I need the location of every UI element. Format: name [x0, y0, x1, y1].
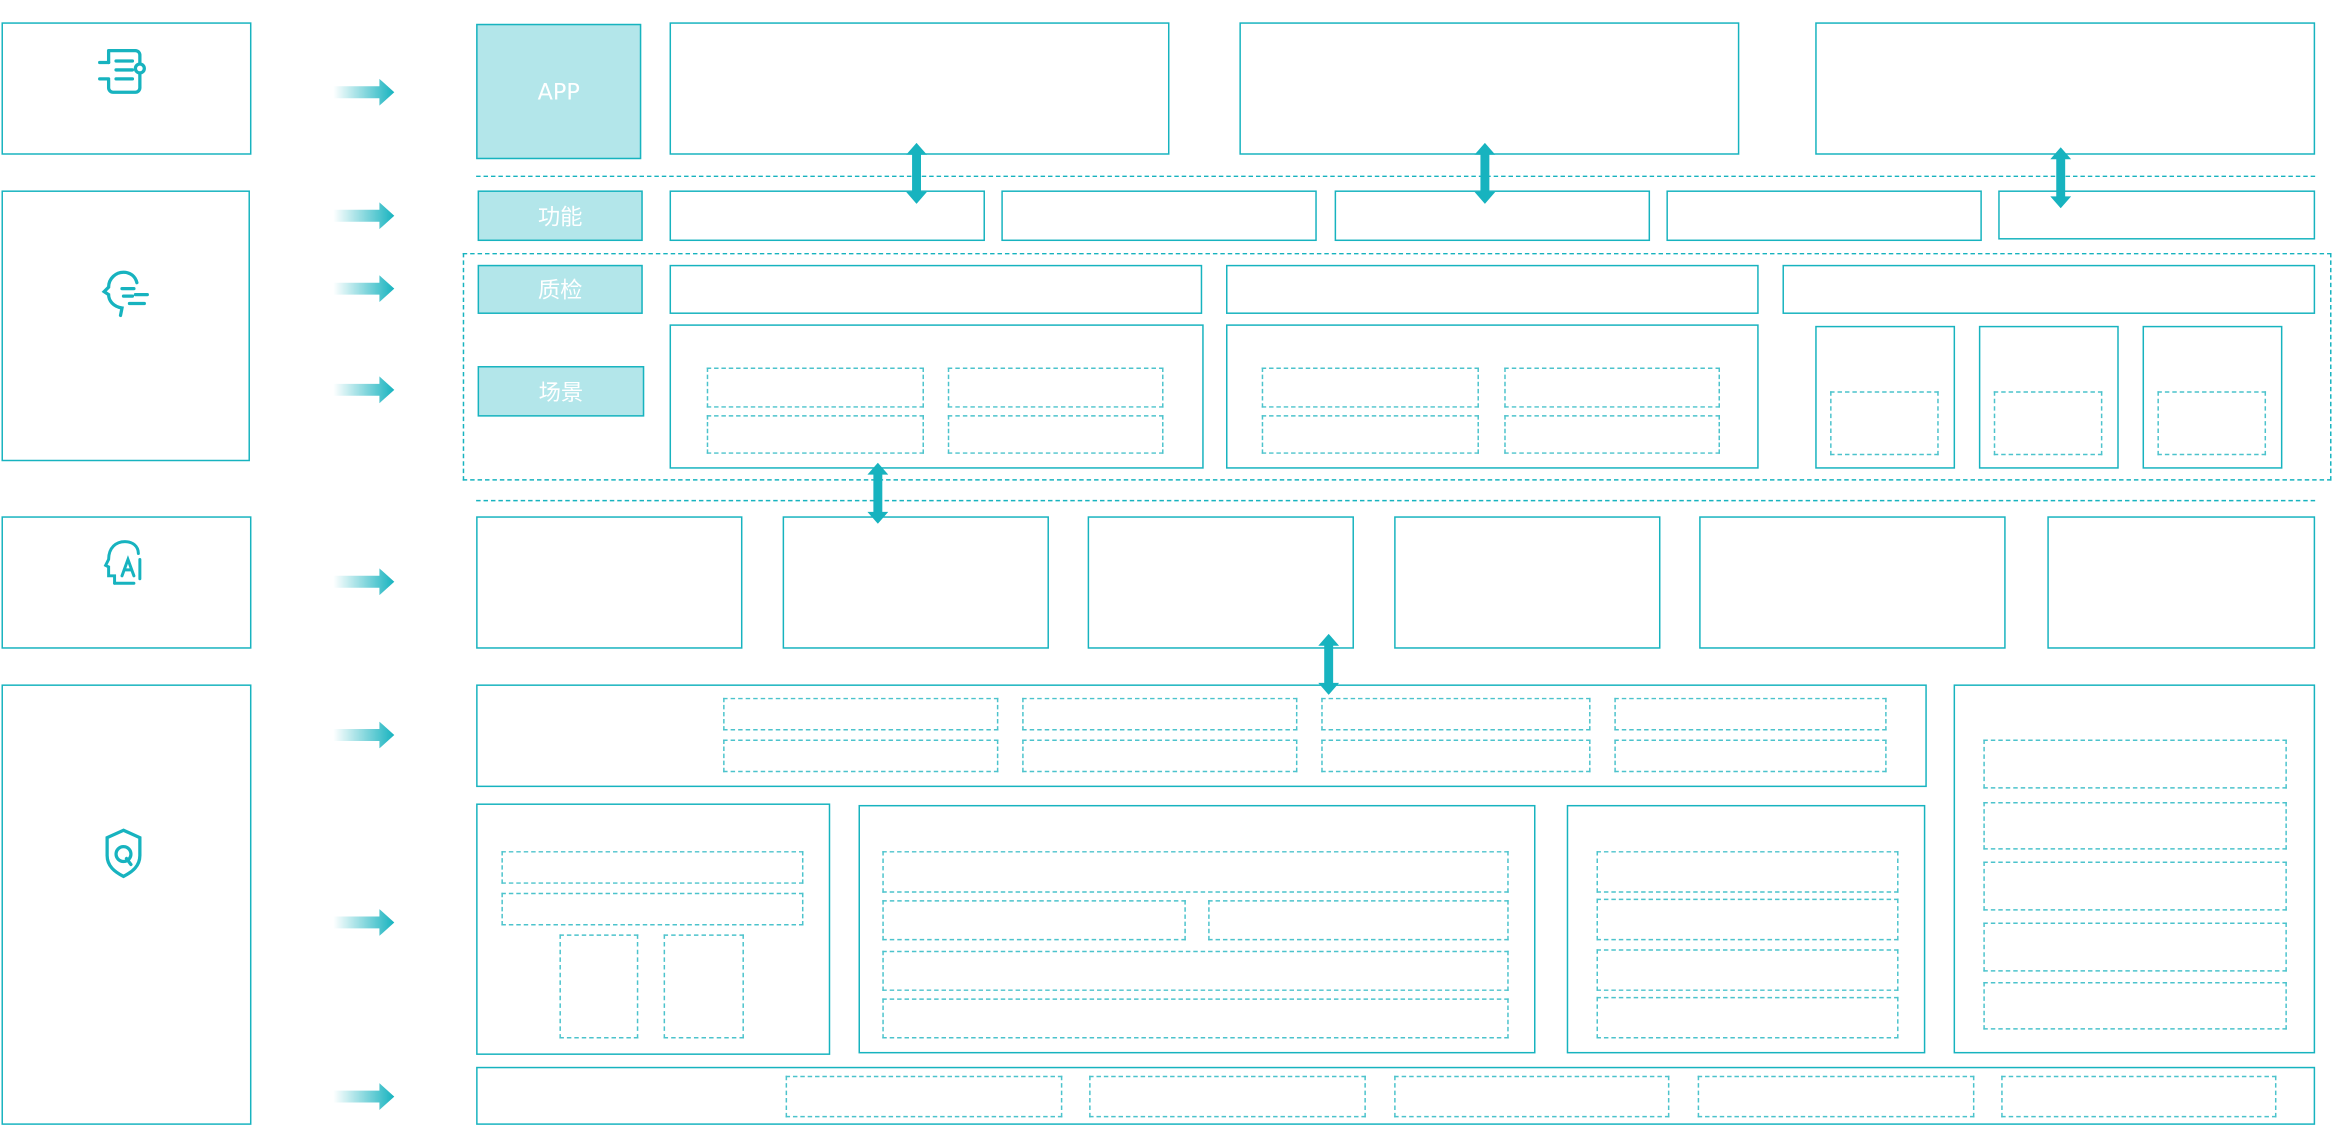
layer-divider [476, 499, 2316, 502]
module-slot [947, 415, 1164, 454]
scene-label: 场景 [477, 366, 645, 417]
module-box [1239, 22, 1740, 155]
module-box [1334, 190, 1651, 242]
layer-panel [1, 684, 252, 1125]
module-slot [1830, 391, 1939, 456]
bidirectional-arrow-icon [1474, 142, 1496, 204]
module-slot [947, 367, 1164, 408]
module-box [1815, 22, 2316, 155]
layer-divider [476, 175, 2316, 178]
module-slot [1983, 739, 2287, 789]
module-slot [1321, 739, 1591, 773]
module-box [1087, 516, 1354, 649]
app-label: APP [476, 23, 642, 160]
list-settings-icon [98, 48, 146, 94]
module-slot [1321, 697, 1591, 731]
module-slot [1261, 415, 1479, 454]
module-slot [2157, 391, 2267, 456]
right-arrow-icon [333, 1083, 395, 1110]
bidirectional-arrow-icon [867, 462, 889, 524]
module-slot [663, 934, 744, 1039]
module-box [1666, 190, 1982, 242]
module-box [476, 516, 743, 649]
module-slot [1697, 1075, 1975, 1118]
layer-panel [1, 22, 252, 155]
head-speech-icon [101, 270, 149, 318]
module-slot [1983, 982, 2287, 1030]
module-slot [785, 1075, 1063, 1118]
quality-scene-group [462, 252, 2332, 481]
module-box [1782, 264, 2316, 314]
module-box [782, 516, 1049, 649]
module-slot [501, 892, 804, 926]
module-box [1226, 324, 1759, 469]
module-slot [1596, 949, 1899, 991]
bidirectional-arrow-icon [906, 142, 927, 204]
module-box [1953, 684, 2316, 1054]
module-slot [706, 367, 924, 408]
module-box [858, 804, 1536, 1054]
module-slot [1504, 367, 1720, 408]
module-box [2047, 516, 2316, 649]
module-slot [501, 851, 804, 884]
layer-panel [1, 190, 250, 462]
module-box [1566, 804, 1926, 1054]
module-slot [1089, 1075, 1366, 1118]
bidirectional-arrow-icon [1318, 633, 1340, 695]
module-slot [723, 739, 999, 773]
module-slot [1596, 851, 1899, 893]
right-arrow-icon [333, 721, 395, 749]
module-box [476, 684, 1927, 788]
right-arrow-icon [333, 376, 395, 404]
module-box [476, 803, 831, 1055]
module-box [1001, 190, 1317, 242]
right-arrow-icon [333, 78, 395, 106]
module-box [669, 264, 1203, 314]
module-slot [1993, 391, 2103, 456]
right-arrow-icon [333, 909, 395, 936]
module-slot [706, 415, 924, 454]
module-box [1978, 325, 2119, 469]
module-box [1998, 190, 2316, 240]
module-slot [2001, 1075, 2277, 1118]
module-slot [1261, 367, 1479, 408]
module-box [1394, 516, 1661, 649]
module-slot [1394, 1075, 1670, 1118]
module-slot [1983, 801, 2287, 850]
module-slot [1022, 739, 1298, 773]
module-box [669, 190, 985, 242]
module-slot [1614, 739, 1887, 773]
shield-q-icon [105, 828, 142, 879]
function-label: 功能 [477, 190, 643, 242]
quality-label: 质检 [477, 264, 643, 314]
module-slot [1596, 898, 1899, 941]
module-slot [1022, 697, 1298, 731]
module-box [669, 324, 1204, 469]
right-arrow-icon [333, 202, 395, 230]
bidirectional-arrow-icon [2050, 147, 2072, 209]
module-box [1226, 264, 1759, 314]
right-arrow-icon [333, 275, 395, 303]
head-ai-icon [103, 540, 142, 585]
module-slot [1596, 996, 1899, 1039]
module-slot [1983, 922, 2287, 972]
module-box [669, 22, 1170, 155]
module-slot [882, 950, 1509, 991]
module-box [1815, 325, 1956, 469]
module-slot [1208, 900, 1509, 941]
module-slot [559, 934, 639, 1039]
module-slot [723, 697, 999, 731]
module-slot [1614, 697, 1887, 731]
module-slot [1983, 861, 2287, 911]
module-slot [882, 998, 1509, 1039]
module-box [1699, 516, 2006, 649]
module-slot [1504, 415, 1720, 454]
module-slot [882, 900, 1186, 941]
module-slot [882, 851, 1509, 893]
right-arrow-icon [333, 568, 395, 596]
module-box [2142, 325, 2283, 469]
